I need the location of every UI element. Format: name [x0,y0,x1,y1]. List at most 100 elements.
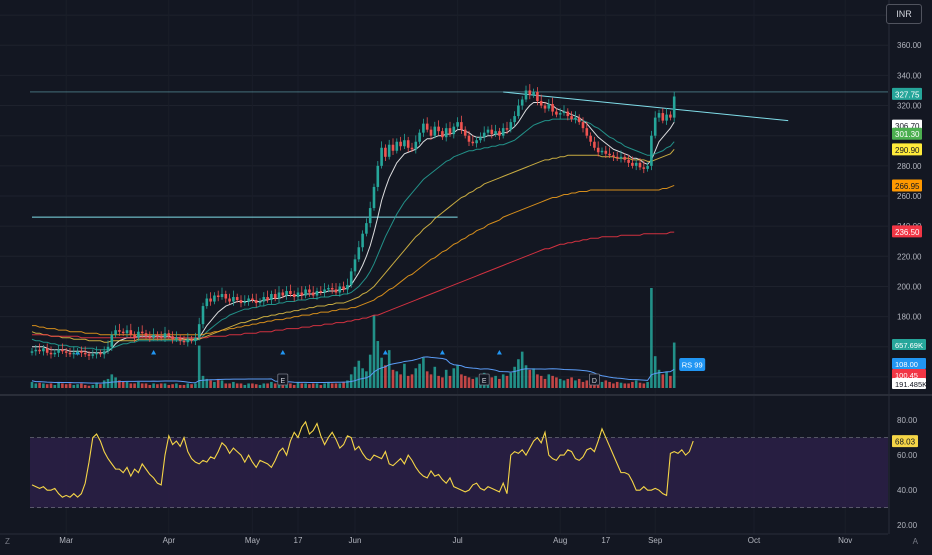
volume-bar [536,374,539,388]
volume-bar [121,381,125,388]
candle-body [342,286,345,290]
candle-body [159,336,163,338]
volume-bar [585,380,589,388]
candle-body [91,354,95,356]
volume-bar [494,375,497,388]
volume-bar [619,382,623,388]
volume-bar [463,375,467,388]
volume-bar [513,366,516,388]
candle-body [247,298,250,302]
candle-body [148,336,152,338]
volume-bar [292,384,296,388]
candle-body [612,155,615,157]
volume-tag-text: 108.00 [895,360,918,369]
volume-bar [387,350,391,388]
rsi-tick-label: 80.00 [897,416,918,425]
volume-bar [406,375,410,388]
candle-body [486,129,490,133]
price-tick-label: 360.00 [897,41,922,50]
volume-bar [338,383,342,388]
candle-body [216,295,220,298]
up-triangle-marker [280,350,286,355]
volume-bar [80,383,83,388]
volume-bar [273,383,277,388]
volume-bar [224,383,228,388]
auto-scale-label[interactable]: A [912,537,918,546]
candle-body [520,99,524,106]
candle-body [171,336,174,340]
rsi-tick-label: 20.00 [897,521,918,530]
rsi-line [31,420,694,498]
candle-body [220,294,224,298]
volume-tag-text: 191.485K [895,380,927,389]
candle-body [395,141,399,151]
volume-bar [38,382,41,388]
candle-body [163,333,167,338]
candle-body [456,122,459,127]
candle-body [384,147,387,157]
candle-body [266,297,269,301]
volume-tag-text: 657.69K [895,341,923,350]
volume-bar [650,288,653,388]
candle-body [570,116,573,120]
candle-body [669,114,672,118]
volume-bar [357,360,361,388]
volume-bar [429,374,433,388]
volume-bar [182,384,186,388]
candle-body [144,333,148,337]
volume-bar [323,383,326,388]
currency-selector[interactable]: INR [886,4,922,24]
candle-body [53,352,57,355]
volume-bar [433,366,437,388]
candle-body [403,140,406,147]
volume-bar [216,378,220,388]
candle-body [232,297,235,302]
candle-body [243,301,247,304]
volume-tag [892,358,926,369]
volume-bar [102,380,106,388]
volume-bar [159,383,163,388]
volume-bar [232,381,235,388]
event-marker-box [277,373,289,386]
candle-body [304,289,307,296]
volume-bar [49,383,53,388]
candle-body [254,300,258,304]
candle-body [604,150,608,154]
candle-body [528,90,532,95]
candle-body [239,300,243,304]
volume-bar [118,380,121,388]
volume-bar [524,365,528,388]
candle-body [414,141,418,150]
price-tag-text: 327.75 [895,90,920,99]
candle-body [543,105,547,109]
volume-bar [634,380,638,388]
event-marker-text: E [280,378,285,385]
volume-bar [68,383,72,388]
event-marker-text: D [592,378,597,385]
time-tick-label: Mar [59,536,73,545]
volume-bar [144,383,148,388]
candle-body [361,233,364,248]
candle-body [368,208,372,224]
volume-bar [53,384,57,388]
volume-bar [205,378,209,388]
candle-body [80,351,83,353]
volume-bar [30,381,34,388]
candle-body [330,287,334,290]
candle-body [532,91,535,95]
volume-bar [608,381,611,388]
volume-bar [251,383,254,388]
volume-bar [539,375,543,388]
volume-bar [254,384,258,388]
candle-body [558,113,562,115]
candle-body [422,123,425,133]
candle-body [551,104,554,112]
volume-bar [615,381,619,388]
volume-bar [194,383,197,388]
candle-body [194,337,197,341]
volume-bar [235,383,239,388]
candle-body [61,349,64,352]
zoom-reset-label[interactable]: Z [5,537,10,546]
